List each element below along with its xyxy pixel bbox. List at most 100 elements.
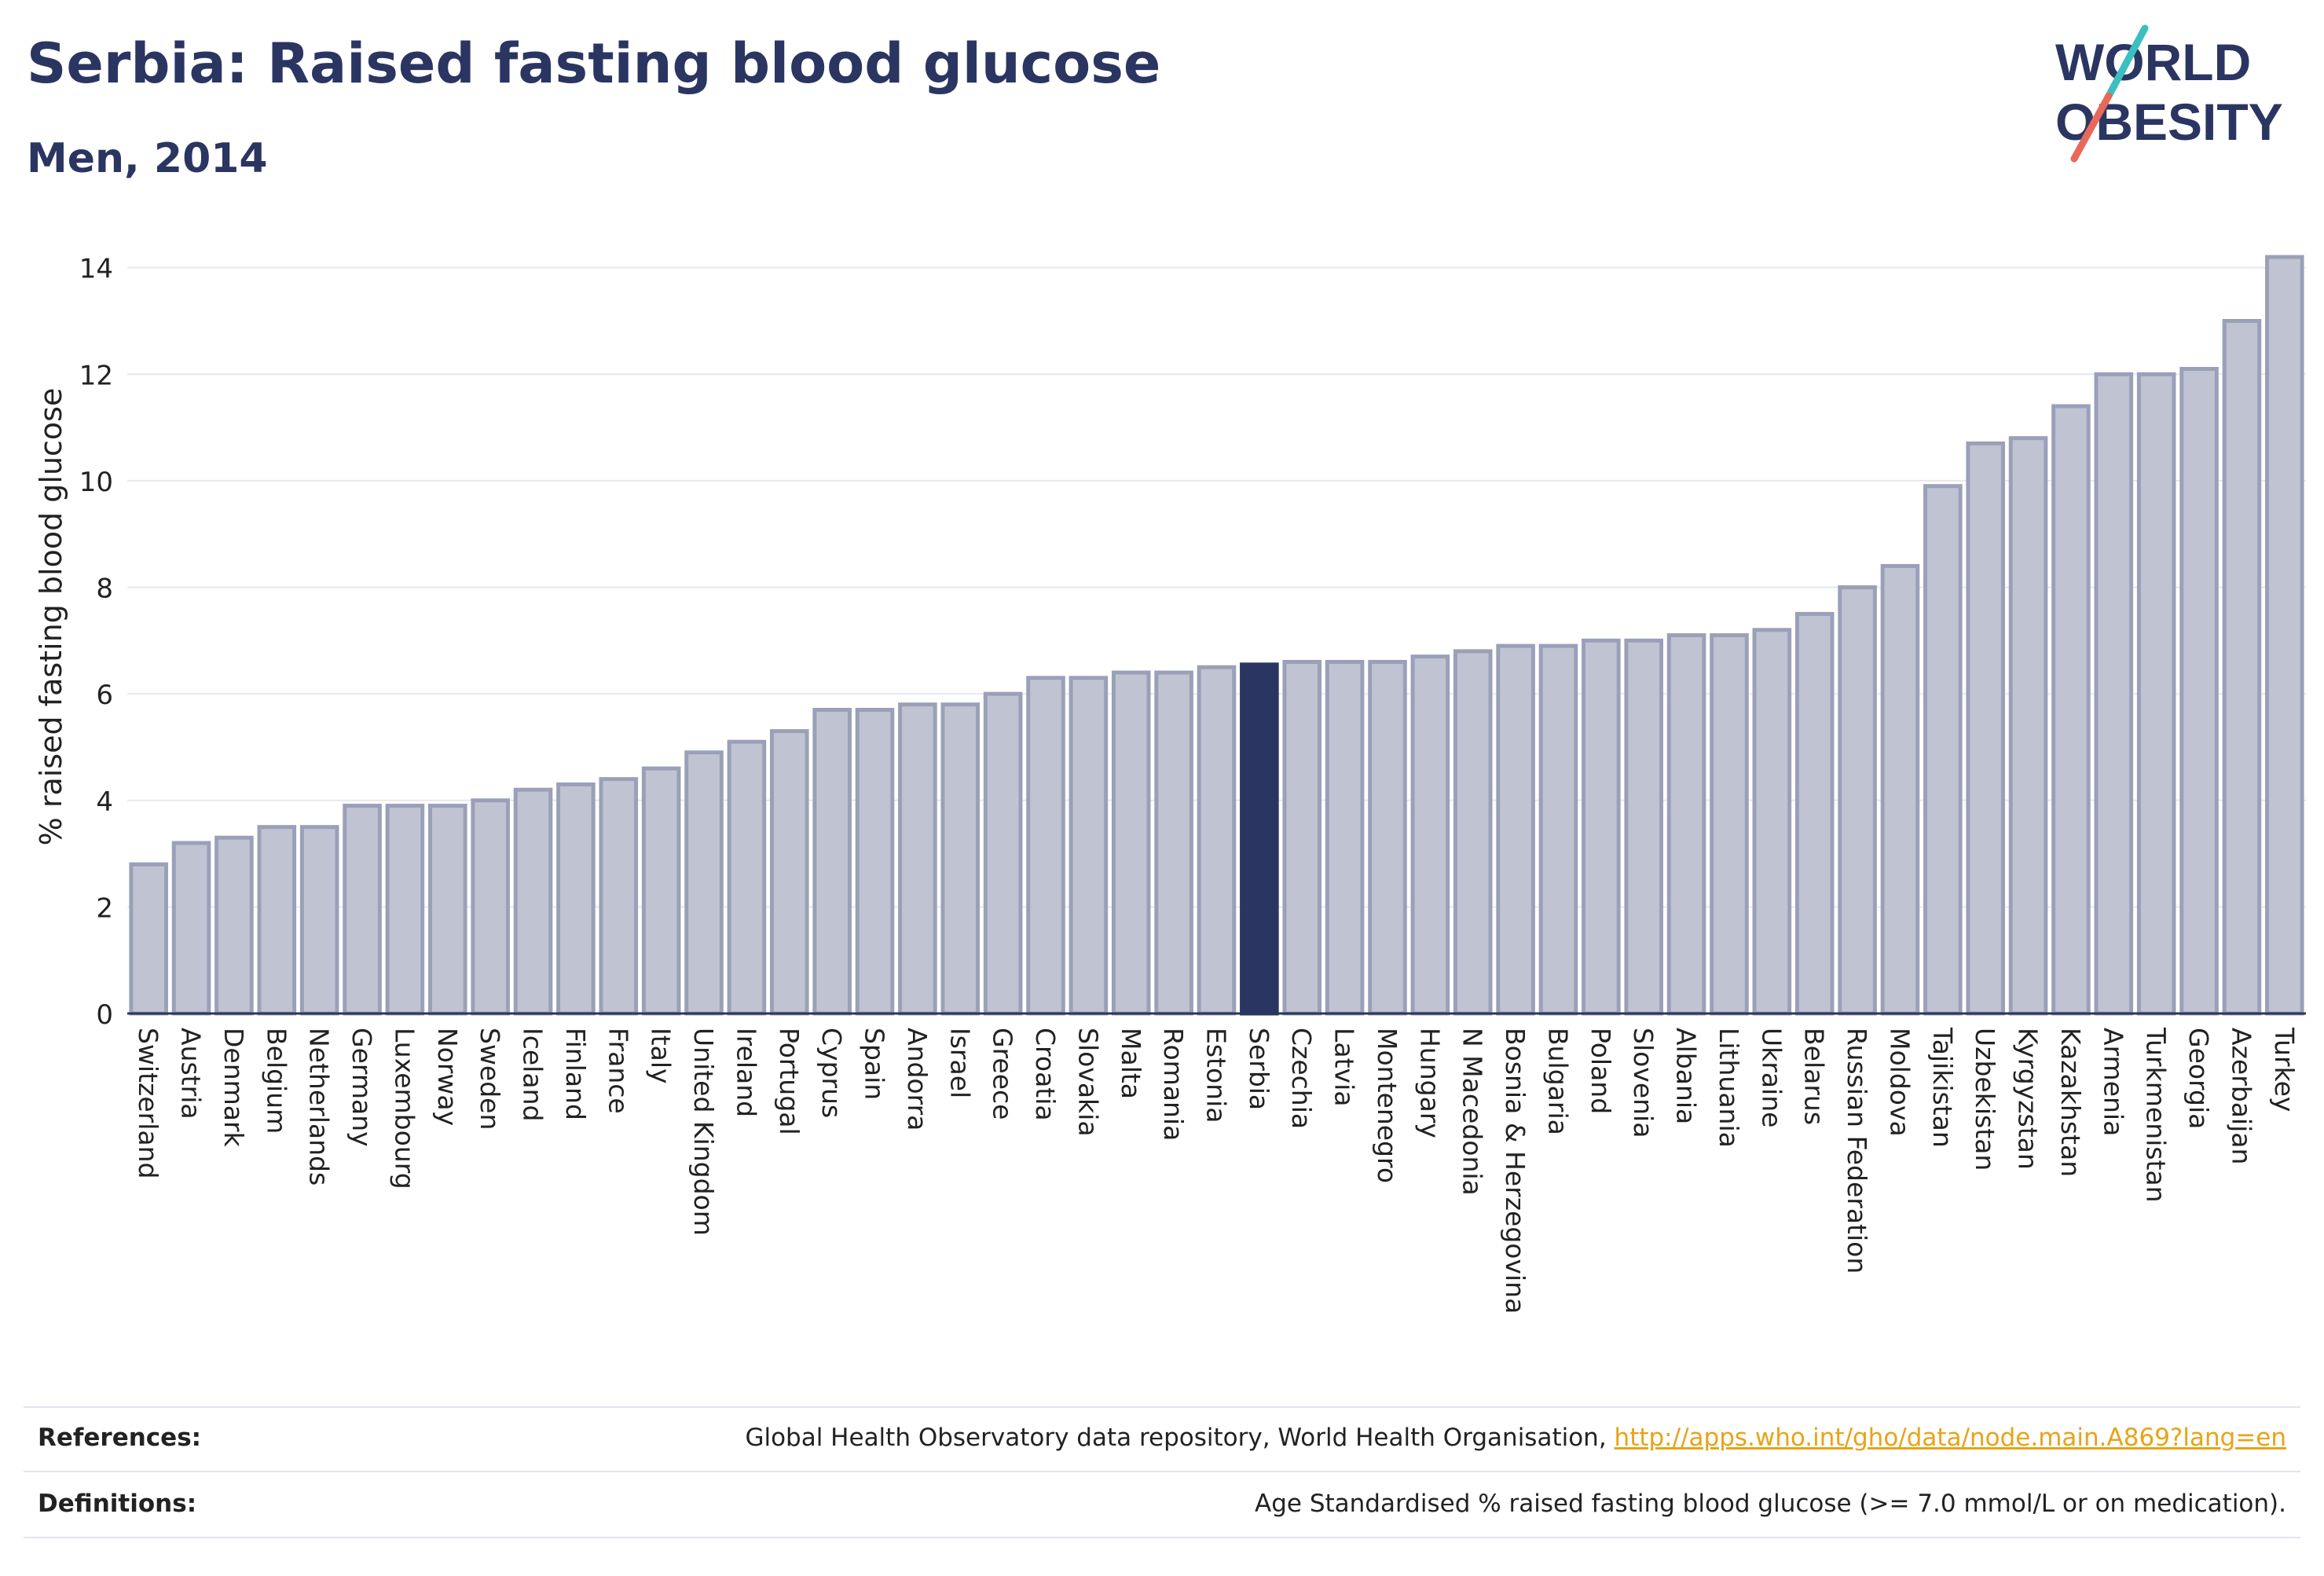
references-link[interactable]: http://apps.who.int/gho/data/node.main.A… <box>1614 1424 2286 1452</box>
definitions-label: Definitions: <box>38 1490 197 1518</box>
bars <box>129 255 2304 1016</box>
y-tick-label: 14 <box>79 254 113 285</box>
bar-ukraine <box>1752 628 1792 1016</box>
x-tick-label: Kyrgyzstan <box>2013 1028 2044 1170</box>
bar-bosnia-herzegovina <box>1496 643 1535 1016</box>
x-tick-label: Estonia <box>1201 1028 1232 1123</box>
x-tick-label: Serbia <box>1244 1028 1274 1110</box>
bar-montenegro <box>1368 659 1407 1016</box>
footer-divider-top <box>24 1406 2300 1408</box>
bar-georgia <box>2179 367 2219 1016</box>
x-tick-label: Croatia <box>1030 1028 1061 1121</box>
x-tick-label: Bulgaria <box>1542 1028 1573 1135</box>
bar-turkmenistan <box>2136 372 2176 1016</box>
x-tick-label: Hungary <box>1414 1028 1445 1138</box>
footer-divider-bottom <box>24 1537 2300 1538</box>
bar-azerbaijan <box>2222 318 2262 1016</box>
x-tick-label: Ireland <box>731 1028 761 1117</box>
references-text: Global Health Observatory data repositor… <box>745 1424 1615 1452</box>
x-tick-label: Ukraine <box>1756 1028 1787 1127</box>
x-tick-label: Iceland <box>518 1028 548 1121</box>
bar-ireland <box>727 739 767 1016</box>
x-tick-label: Cyprus <box>816 1028 847 1118</box>
x-tick-label: France <box>603 1028 633 1114</box>
logo-line1: WORLD <box>2055 33 2251 91</box>
x-tick-label: Israel <box>944 1028 975 1098</box>
x-tick-label: Romania <box>1158 1028 1189 1141</box>
bar-israel <box>940 702 981 1016</box>
bar-romania <box>1154 670 1193 1016</box>
x-tick-label: Czechia <box>1286 1028 1317 1129</box>
bar-cyprus <box>812 707 852 1016</box>
bar-finland <box>556 782 596 1016</box>
bar-kyrgyzstan <box>2008 436 2048 1016</box>
bar-estonia <box>1197 665 1237 1016</box>
x-tick-label: Denmark <box>218 1028 249 1148</box>
bar-latvia <box>1325 659 1365 1016</box>
bar-armenia <box>2094 372 2134 1016</box>
x-tick-label: Norway <box>432 1028 463 1126</box>
x-tick-label: Turkmenistan <box>2141 1027 2172 1203</box>
bar-denmark <box>214 835 254 1016</box>
y-tick-label: 0 <box>96 999 113 1031</box>
bar-slovenia <box>1624 638 1664 1016</box>
bar-chart: 0 2 4 6 8 10 12 14 Switzerland Austria Denmark Bel… <box>34 254 2306 1314</box>
bar-bulgaria <box>1538 643 1578 1016</box>
logo-slash-bottom <box>2070 92 2113 163</box>
y-tick-label: 12 <box>79 360 113 391</box>
bar-n-macedonia <box>1453 649 1493 1016</box>
logo-slash-top <box>2105 24 2149 100</box>
bar-poland <box>1582 638 1621 1016</box>
chart-title: Serbia: Raised fasting blood glucose <box>27 31 1161 96</box>
x-tick-label: Italy <box>646 1028 676 1084</box>
x-tick-label: Georgia <box>2183 1028 2214 1129</box>
bar-malta <box>1111 670 1151 1016</box>
y-tick-labels: 0 2 4 6 8 10 12 14 <box>79 254 113 1031</box>
x-tick-label: Malta <box>1116 1028 1146 1099</box>
x-tick-label: N Macedonia <box>1457 1028 1488 1196</box>
x-tick-label: Turkey <box>2269 1027 2300 1112</box>
x-tick-label: Azerbaijan <box>2226 1028 2256 1164</box>
bar-belarus <box>1794 611 1835 1016</box>
bar-belgium <box>257 825 297 1016</box>
x-tick-label: Austria <box>176 1028 207 1120</box>
bar-switzerland <box>129 862 168 1016</box>
x-tick-label: Uzbekistan <box>1970 1028 2000 1171</box>
x-tick-label: Sweden <box>475 1028 505 1130</box>
bar-luxembourg <box>385 804 425 1016</box>
bar-greece <box>983 691 1023 1016</box>
x-tick-label: Greece <box>988 1028 1018 1120</box>
x-tick-label: Moldova <box>1884 1028 1915 1137</box>
x-tick-label: Slovakia <box>1072 1028 1103 1137</box>
bar-austria <box>171 841 211 1016</box>
x-tick-label: Russian Federation <box>1842 1028 1872 1274</box>
y-tick-label: 2 <box>96 892 113 924</box>
definitions-text: Age Standardised % raised fasting blood … <box>1255 1490 2286 1518</box>
x-tick-label: Luxembourg <box>389 1028 420 1189</box>
x-tick-label: Bosnia & Herzegovina <box>1500 1028 1530 1314</box>
x-tick-label: Finland <box>560 1028 591 1120</box>
footer-divider-middle <box>24 1471 2300 1472</box>
bar-lithuania <box>1710 633 1749 1016</box>
references-label: References: <box>38 1424 202 1452</box>
x-tick-label: Montenegro <box>1372 1028 1402 1183</box>
x-tick-label: Armenia <box>2098 1028 2128 1136</box>
bar-iceland <box>513 787 553 1016</box>
bar-kazakhstan <box>2051 404 2091 1016</box>
bar-france <box>599 777 639 1016</box>
x-tick-label: Portugal <box>774 1028 805 1135</box>
bar-italy <box>641 766 681 1016</box>
y-tick-label: 6 <box>96 680 113 711</box>
bar-hungary <box>1410 654 1450 1016</box>
x-tick-label: Switzerland <box>133 1028 163 1179</box>
definitions-row: Definitions: Age Standardised % raised f… <box>24 1490 2300 1529</box>
x-tick-label: Lithuania <box>1714 1028 1744 1148</box>
bar-czechia <box>1282 659 1322 1016</box>
bar-spain <box>855 707 895 1016</box>
y-tick-label: 4 <box>96 786 113 818</box>
bar-slovakia <box>1069 676 1109 1016</box>
y-axis-label: % raised fasting blood glucose <box>34 388 68 846</box>
references-row: References: Global Health Observatory da… <box>24 1424 2300 1463</box>
x-tick-label: Poland <box>1585 1028 1616 1114</box>
bar-tajikistan <box>1923 484 1963 1016</box>
